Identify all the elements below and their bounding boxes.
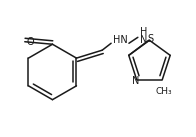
Text: N: N	[132, 76, 139, 86]
Text: HN: HN	[113, 35, 127, 45]
Text: N: N	[140, 35, 147, 45]
Text: O: O	[27, 37, 34, 47]
Text: S: S	[147, 34, 153, 44]
Text: H: H	[140, 27, 147, 37]
Text: CH₃: CH₃	[156, 87, 172, 96]
